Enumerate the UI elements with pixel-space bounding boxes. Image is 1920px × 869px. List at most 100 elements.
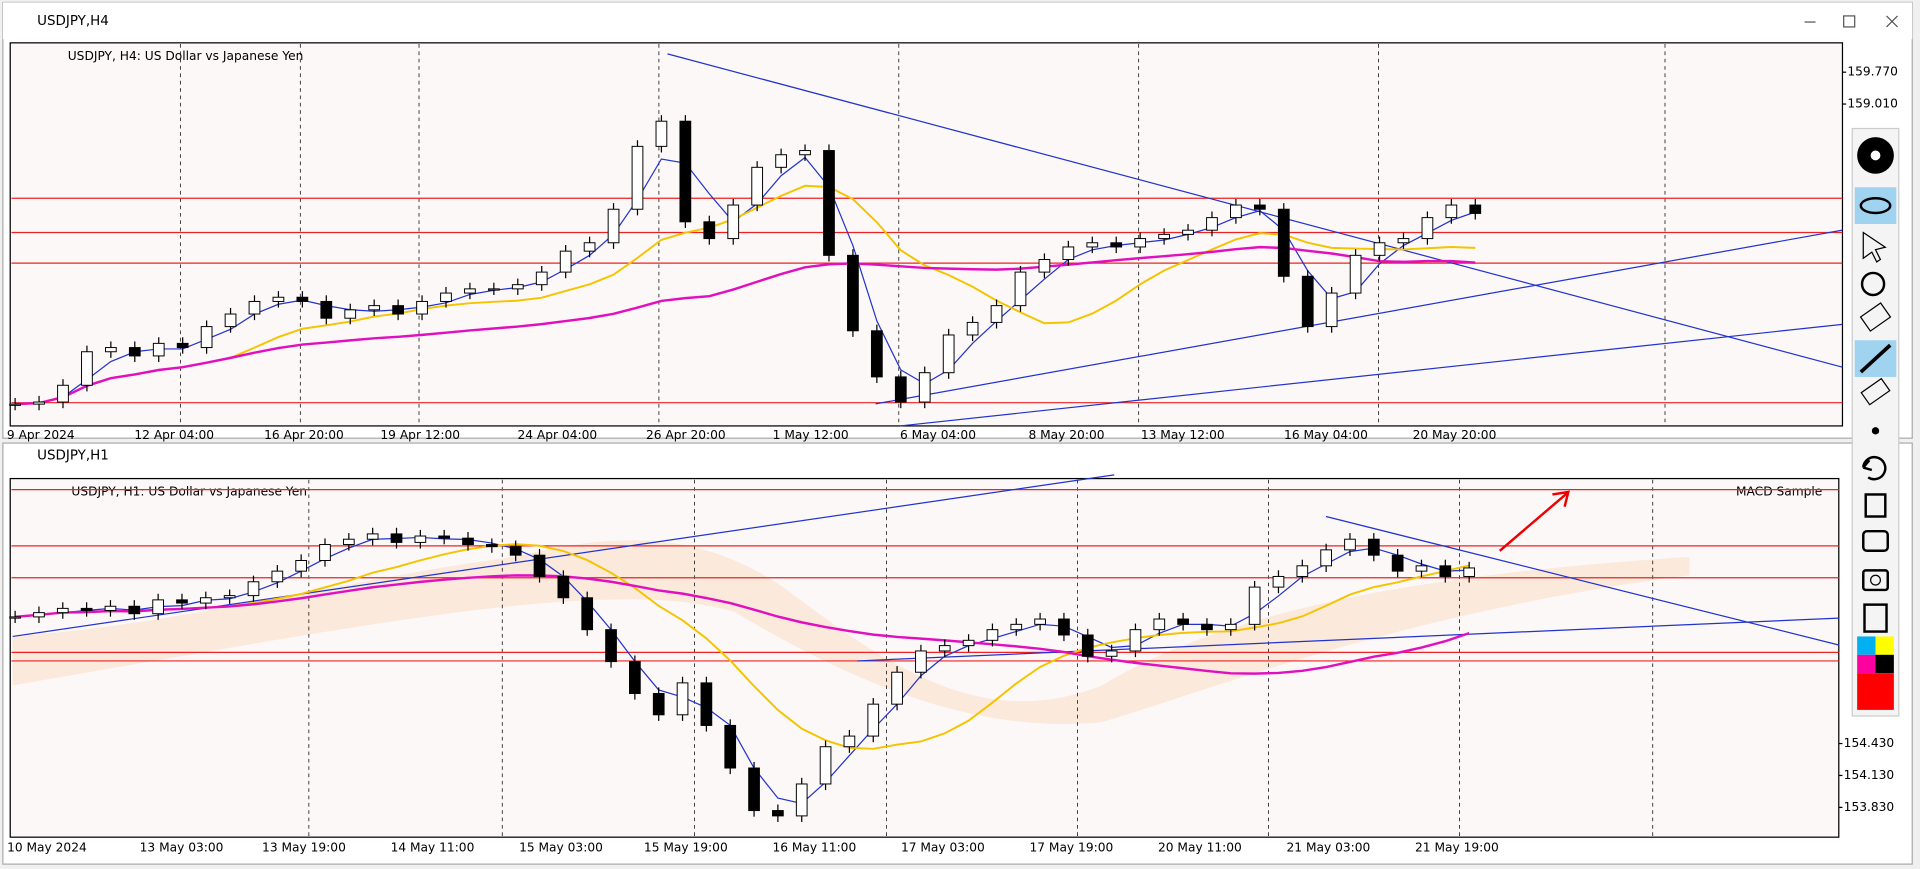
- candle: [867, 703, 880, 737]
- candle: [772, 810, 784, 817]
- candle: [535, 271, 548, 286]
- candle: [1158, 233, 1170, 240]
- candle: [891, 671, 903, 705]
- candle: [655, 120, 668, 147]
- window-title: USDJPY,H4: [37, 14, 109, 29]
- candle: [414, 535, 427, 543]
- candle: [366, 533, 379, 540]
- candle: [795, 783, 808, 817]
- candle: [464, 288, 476, 294]
- price-label: 154.430: [1844, 736, 1895, 750]
- candle: [843, 735, 856, 748]
- price-label: 153.830: [1844, 800, 1895, 814]
- candle: [1248, 586, 1261, 625]
- moving-average: [15, 245, 1476, 406]
- time-label: 6 May 04:00: [900, 428, 976, 442]
- time-label: 13 May 12:00: [1141, 428, 1225, 442]
- time-label: 16 May 04:00: [1284, 428, 1368, 442]
- candle: [247, 581, 260, 597]
- moving-average: [15, 543, 1470, 750]
- indicator-label: MACD Sample: [1736, 485, 1822, 499]
- candle: [1272, 575, 1285, 588]
- candle: [1086, 242, 1099, 248]
- moving-average: [15, 184, 1476, 406]
- moving-average: [15, 574, 1470, 675]
- candle: [104, 347, 117, 353]
- time-label: 17 May 03:00: [901, 841, 985, 855]
- time-label: 26 Apr 20:00: [646, 428, 726, 442]
- candle: [631, 145, 644, 210]
- window-controls[interactable]: [1804, 15, 1898, 28]
- candle: [320, 300, 333, 319]
- candle: [1062, 246, 1075, 261]
- time-label: 24 Apr 04:00: [517, 428, 597, 442]
- time-label: 17 May 19:00: [1029, 841, 1113, 855]
- candle: [416, 300, 428, 315]
- candle: [748, 767, 760, 812]
- candle: [57, 384, 69, 403]
- time-label: 20 May 11:00: [1158, 841, 1242, 855]
- trend-line: [667, 53, 1843, 368]
- candle: [1110, 242, 1123, 248]
- candle: [1177, 618, 1189, 625]
- candle: [605, 629, 617, 663]
- candle: [1463, 567, 1476, 577]
- candle: [1344, 538, 1356, 551]
- trend-line: [1325, 515, 1839, 646]
- chart-label: USDJPY, H4: US Dollar vs Japanese Yen: [68, 49, 304, 63]
- candle: [9, 403, 21, 406]
- candle: [440, 292, 452, 302]
- chart-area[interactable]: [9, 42, 1844, 427]
- candle: [56, 607, 69, 614]
- time-label: 12 Apr 04:00: [134, 428, 214, 442]
- candle: [1325, 292, 1338, 328]
- candle: [152, 342, 165, 357]
- time-label: 21 May 19:00: [1415, 841, 1499, 855]
- candle: [224, 313, 237, 328]
- candle: [915, 650, 927, 673]
- candle: [199, 597, 212, 604]
- time-label: 10 May 2024: [7, 841, 87, 855]
- candle: [679, 120, 692, 223]
- candle: [962, 639, 975, 647]
- candle: [1034, 618, 1046, 625]
- candle: [581, 597, 594, 631]
- candle: [272, 296, 285, 302]
- candle: [33, 612, 45, 618]
- time-label: 15 May 03:00: [519, 841, 603, 855]
- candle: [1129, 629, 1142, 652]
- candle: [485, 544, 498, 548]
- candle: [700, 682, 713, 726]
- price-label: 154.130: [1844, 768, 1895, 782]
- time-label: 13 May 03:00: [140, 841, 224, 855]
- candle: [1230, 204, 1242, 219]
- candle: [1301, 275, 1314, 328]
- time-label: 13 May 19:00: [262, 841, 346, 855]
- candle: [986, 629, 999, 641]
- candle: [33, 401, 45, 405]
- candle: [918, 372, 931, 403]
- candle: [271, 570, 284, 583]
- candle: [368, 305, 381, 311]
- trend-line: [12, 474, 1115, 638]
- drawing-toolbar[interactable]: [1851, 127, 1900, 717]
- window-title: USDJPY,H1: [37, 448, 109, 463]
- candle: [583, 242, 596, 252]
- candle: [533, 554, 546, 577]
- candle: [942, 334, 955, 374]
- trend-line: [899, 323, 1843, 427]
- candle: [390, 533, 403, 543]
- time-label: 14 May 11:00: [391, 841, 475, 855]
- candle: [1253, 204, 1266, 210]
- candle: [1397, 238, 1410, 244]
- candle: [511, 284, 524, 290]
- candle: [751, 166, 764, 206]
- time-label: 20 May 20:00: [1413, 428, 1497, 442]
- candle: [319, 544, 331, 561]
- candle: [1421, 217, 1434, 240]
- candle: [1182, 229, 1194, 235]
- candle: [1391, 554, 1404, 572]
- candle: [462, 537, 474, 546]
